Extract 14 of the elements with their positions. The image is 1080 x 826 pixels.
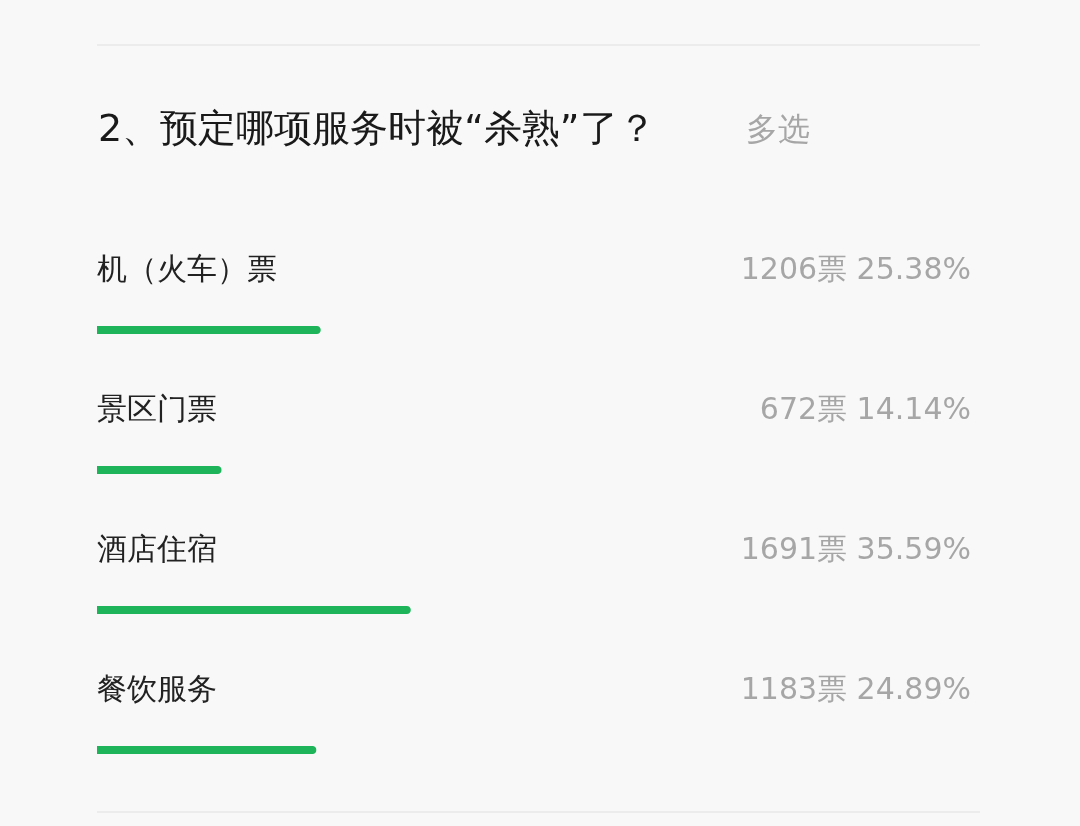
data-label: 1691票 35.59% bbox=[740, 531, 971, 566]
bar bbox=[97, 746, 317, 754]
chart-subtitle: 多选 bbox=[746, 110, 810, 148]
y-tick-label: 酒店住宿 bbox=[97, 531, 217, 566]
y-tick-label: 机（火车）票 bbox=[97, 251, 277, 286]
bar bbox=[97, 606, 411, 614]
data-label: 1183票 24.89% bbox=[740, 671, 971, 706]
data-label: 1206票 25.38% bbox=[740, 251, 971, 286]
bar bbox=[97, 466, 222, 474]
chart-title: 2、预定哪项服务时被“杀熟”了？ bbox=[98, 106, 656, 150]
y-tick-label: 景区门票 bbox=[97, 391, 217, 426]
y-tick-label: 餐饮服务 bbox=[97, 671, 217, 706]
bar bbox=[97, 326, 321, 334]
data-label: 672票 14.14% bbox=[759, 391, 971, 426]
